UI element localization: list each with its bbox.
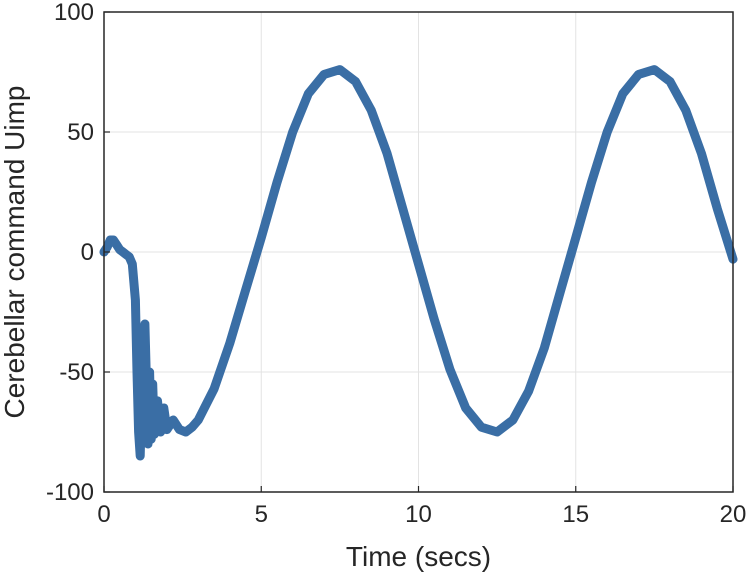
x-axis-ticks: 0 5 10 15 20 xyxy=(97,486,746,528)
x-tick-label-1: 5 xyxy=(255,501,268,528)
x-tick-label-2: 10 xyxy=(405,501,432,528)
y-axis-label: Cerebellar command Uimp xyxy=(0,85,30,418)
y-tick-label-3: 50 xyxy=(67,119,94,146)
x-axis-label: Time (secs) xyxy=(346,541,491,572)
x-tick-label-3: 15 xyxy=(562,501,589,528)
y-tick-label-4: 100 xyxy=(54,0,94,26)
y-tick-label-0: -100 xyxy=(46,479,94,506)
x-tick-label-4: 20 xyxy=(720,501,747,528)
x-tick-label-0: 0 xyxy=(97,501,110,528)
y-axis-ticks: -100 -50 0 50 100 xyxy=(46,0,110,506)
series-group xyxy=(99,65,738,461)
y-tick-label-2: 0 xyxy=(81,239,94,266)
series-line-0 xyxy=(99,65,738,461)
y-tick-label-1: -50 xyxy=(59,359,94,386)
